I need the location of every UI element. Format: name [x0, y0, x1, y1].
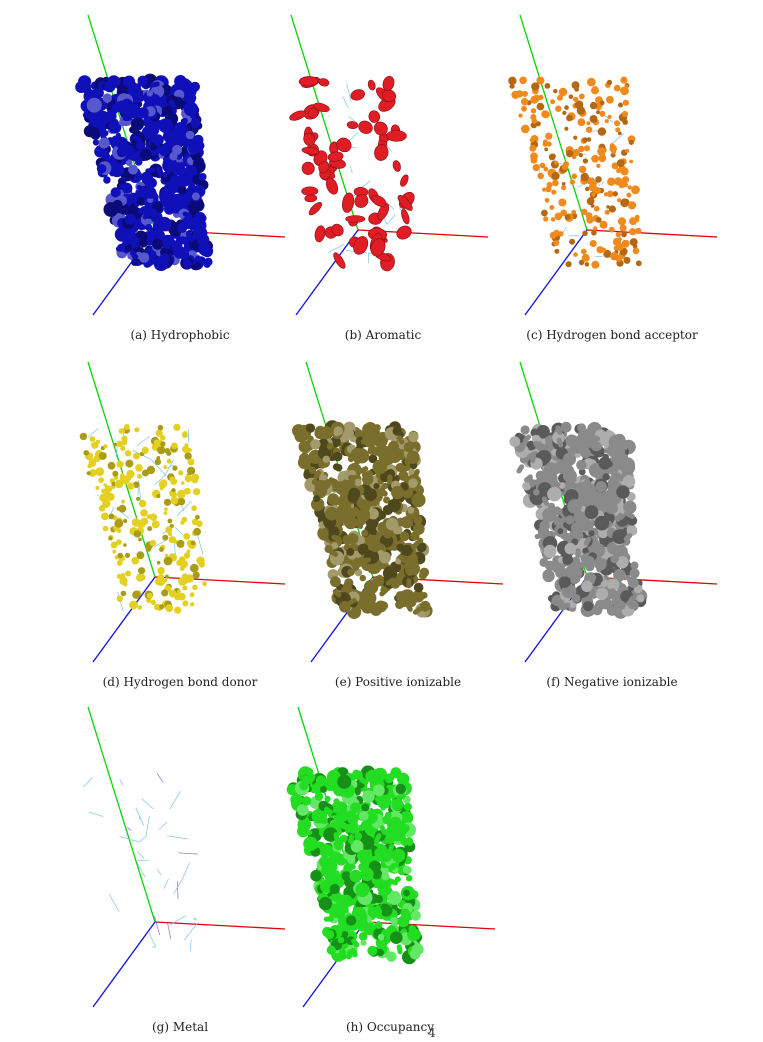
x-axis-line — [155, 922, 285, 929]
panel-f-negative-ionizable: (f) Negative ionizable — [492, 357, 732, 697]
x-axis-line — [155, 577, 285, 584]
panel-d-hbond-donor: (d) Hydrogen bond donor — [60, 357, 300, 697]
panel-c-hbond-acceptor: (c) Hydrogen bond acceptor — [492, 10, 732, 350]
molecule-rendering — [83, 773, 198, 951]
panel-f-caption: (f) Negative ionizable — [492, 675, 732, 689]
molecule-rendering — [508, 77, 642, 269]
panel-d-caption: (d) Hydrogen bond donor — [60, 675, 300, 689]
z-axis-line — [296, 230, 358, 315]
z-axis-line — [93, 922, 155, 1007]
z-axis-line — [93, 577, 155, 662]
panel-e-image — [278, 357, 518, 677]
molecule-rendering — [287, 766, 424, 965]
x-axis-line — [365, 922, 495, 929]
x-axis-line — [587, 230, 717, 237]
axes-group — [88, 707, 285, 1007]
axes-group — [88, 362, 285, 662]
panel-c-caption: (c) Hydrogen bond acceptor — [492, 328, 732, 342]
panel-b-caption: (b) Aromatic — [263, 328, 503, 342]
molecule-rendering — [509, 422, 647, 619]
y-axis-line — [520, 15, 587, 230]
panel-g-metal: (g) Metal — [60, 702, 300, 1042]
y-axis-line — [88, 707, 155, 922]
panel-b-image — [263, 10, 503, 330]
panel-g-caption: (g) Metal — [60, 1020, 300, 1034]
molecule-rendering — [288, 75, 417, 272]
panel-h-occupancy: (h) Occupancy — [270, 702, 510, 1042]
molecule-rendering — [292, 420, 433, 619]
panel-b-aromatic: (b) Aromatic — [263, 10, 503, 350]
panel-e-caption: (e) Positive ionizable — [278, 675, 518, 689]
molecule-rendering — [75, 74, 213, 272]
panel-h-caption: (h) Occupancy — [270, 1020, 510, 1034]
panel-c-image — [492, 10, 732, 330]
panel-d-image — [60, 357, 300, 677]
molecule-rendering — [80, 424, 207, 614]
panel-f-image — [492, 357, 732, 677]
panel-h-image — [270, 702, 510, 1022]
panel-e-positive-ionizable: (e) Positive ionizable — [278, 357, 518, 697]
panel-g-image — [60, 702, 300, 1022]
